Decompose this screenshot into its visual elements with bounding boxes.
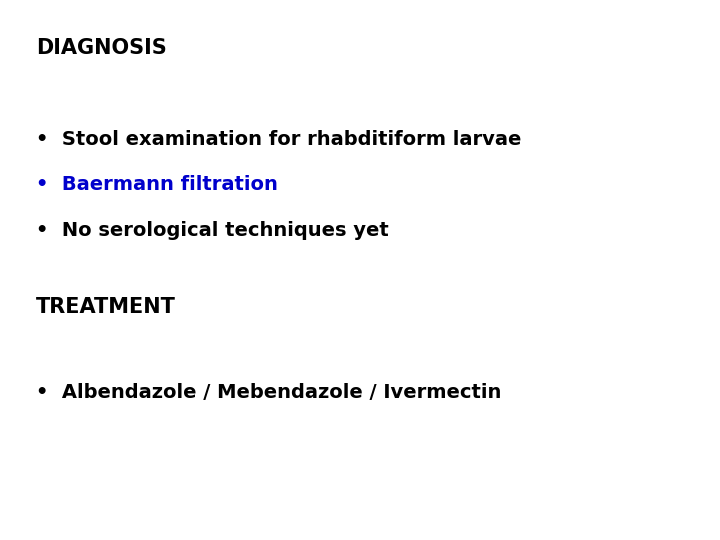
Text: •  No serological techniques yet: • No serological techniques yet bbox=[36, 221, 389, 240]
Text: •  Baermann filtration: • Baermann filtration bbox=[36, 176, 278, 194]
Text: TREATMENT: TREATMENT bbox=[36, 297, 176, 317]
Text: DIAGNOSIS: DIAGNOSIS bbox=[36, 38, 167, 58]
Text: •  Albendazole / Mebendazole / Ivermectin: • Albendazole / Mebendazole / Ivermectin bbox=[36, 383, 501, 402]
Text: •  Stool examination for rhabditiform larvae: • Stool examination for rhabditiform lar… bbox=[36, 130, 521, 148]
